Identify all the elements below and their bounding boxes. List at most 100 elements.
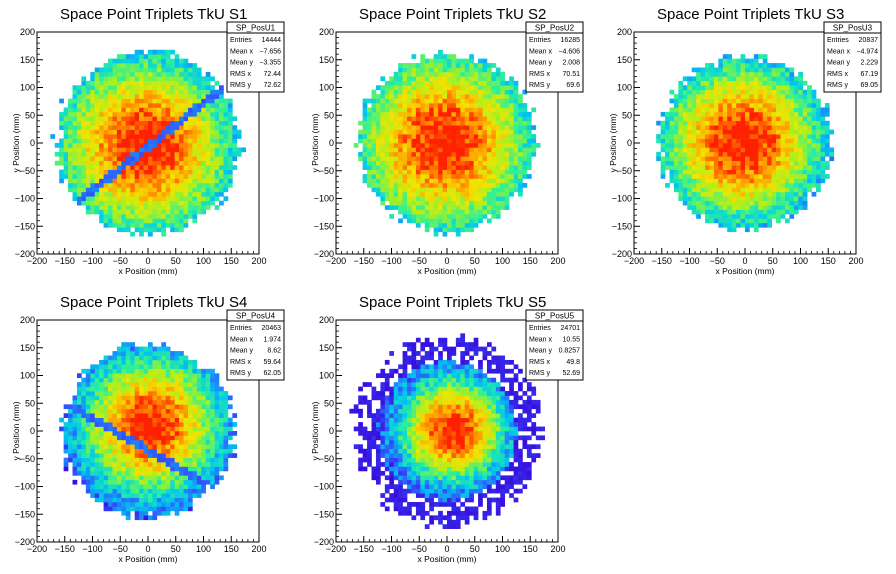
heatmap-cell	[99, 94, 104, 99]
heatmap-cell	[130, 355, 135, 361]
heatmap-cell	[758, 76, 764, 82]
heatmap-cell	[722, 169, 728, 175]
heatmap-cell	[691, 174, 697, 179]
heatmap-cell	[696, 107, 701, 113]
heatmap-cell	[99, 129, 104, 135]
heatmap-cell	[165, 493, 171, 498]
heatmap-cell	[682, 196, 688, 202]
heatmap-cell	[148, 502, 153, 507]
heatmap-cell	[793, 205, 799, 210]
heatmap-cell	[179, 214, 184, 219]
heatmap-cell	[85, 470, 91, 476]
heatmap-cell	[112, 506, 118, 512]
heatmap-cell	[745, 58, 750, 64]
heatmap-cell	[513, 134, 519, 139]
heatmap-cell	[451, 103, 457, 108]
heatmap-cell	[429, 151, 434, 157]
heatmap-cell	[112, 462, 118, 467]
heatmap-cell	[99, 382, 104, 387]
heatmap-cell	[482, 191, 488, 197]
heatmap-cell	[139, 138, 144, 144]
heatmap-cell	[531, 125, 537, 130]
heatmap-cell	[68, 156, 73, 162]
heatmap-cell	[789, 160, 795, 166]
heatmap-cell	[139, 160, 144, 166]
heatmap-cell	[112, 174, 118, 179]
heatmap-cell	[389, 182, 395, 188]
heatmap-cell	[486, 85, 492, 91]
heatmap-cell	[108, 404, 113, 410]
heatmap-cell	[753, 218, 759, 224]
heatmap-cell	[103, 151, 109, 157]
heatmap-cell	[130, 125, 135, 130]
x-tick-label: −150	[652, 256, 672, 266]
x-tick-label: 0	[742, 256, 747, 266]
heatmap-cell	[460, 58, 466, 64]
heatmap-cell	[152, 444, 158, 450]
heatmap-cell	[696, 178, 701, 184]
heatmap-cell	[500, 178, 506, 184]
heatmap-cell	[518, 151, 523, 157]
heatmap-cell	[130, 63, 135, 68]
heatmap-cell	[148, 475, 153, 481]
heatmap-cell	[227, 116, 233, 122]
heatmap-cell	[509, 116, 514, 122]
heatmap-cell	[121, 466, 127, 472]
heatmap-cell	[455, 165, 461, 170]
heatmap-cell	[780, 178, 786, 184]
heatmap-cell	[696, 209, 701, 215]
heatmap-cell	[771, 138, 777, 144]
heatmap-cell	[134, 479, 140, 485]
heatmap-cell	[807, 85, 812, 91]
heatmap-cell	[442, 178, 448, 184]
heatmap-cell	[700, 89, 706, 95]
heatmap-cell	[174, 382, 180, 387]
heatmap-cell	[740, 156, 746, 162]
heatmap-cell	[407, 218, 412, 224]
heatmap-cell	[665, 182, 670, 188]
heatmap-cell	[116, 67, 122, 73]
heatmap-cell	[161, 151, 167, 157]
heatmap-cell	[156, 466, 162, 472]
heatmap-cell	[112, 71, 118, 77]
heatmap-cell	[420, 156, 426, 162]
heatmap-cell	[767, 107, 772, 113]
heatmap-cell	[99, 147, 104, 153]
heatmap-cell	[143, 502, 149, 507]
heatmap-cell	[103, 143, 109, 148]
heatmap-cell	[460, 111, 466, 117]
heatmap-cell	[678, 94, 684, 99]
heatmap-cell	[389, 111, 395, 117]
heatmap-cell	[398, 169, 403, 175]
heatmap-cell	[780, 67, 786, 73]
heatmap-cell	[696, 120, 701, 126]
heatmap-cell	[99, 484, 104, 490]
heatmap-cell	[669, 169, 675, 175]
heatmap-cell	[415, 178, 421, 184]
heatmap-cell	[375, 147, 381, 153]
heatmap-cell	[99, 386, 104, 392]
heatmap-cell	[762, 143, 768, 148]
heatmap-cell	[148, 218, 153, 224]
heatmap-cell	[353, 143, 359, 148]
heatmap-cell	[811, 98, 817, 104]
heatmap-cell	[214, 187, 220, 193]
heatmap-cell	[227, 111, 233, 117]
heatmap-cell	[371, 134, 377, 139]
heatmap-cell	[103, 138, 109, 144]
heatmap-cell	[179, 196, 184, 202]
heatmap-cell	[99, 364, 104, 370]
heatmap-cell	[85, 373, 91, 379]
heatmap-cell	[170, 462, 175, 467]
heatmap-cell	[407, 134, 412, 139]
heatmap-cell	[121, 98, 127, 104]
heatmap-cell	[469, 205, 474, 210]
heatmap-cell	[393, 187, 399, 193]
chart-title: Space Point Triplets TkU S3	[657, 6, 844, 23]
heatmap-cell	[407, 209, 412, 215]
heatmap-cell	[165, 174, 171, 179]
heatmap-cell	[152, 457, 158, 463]
heatmap-cell	[196, 67, 202, 73]
heatmap-cell	[130, 54, 135, 59]
heatmap-cell	[125, 457, 131, 463]
